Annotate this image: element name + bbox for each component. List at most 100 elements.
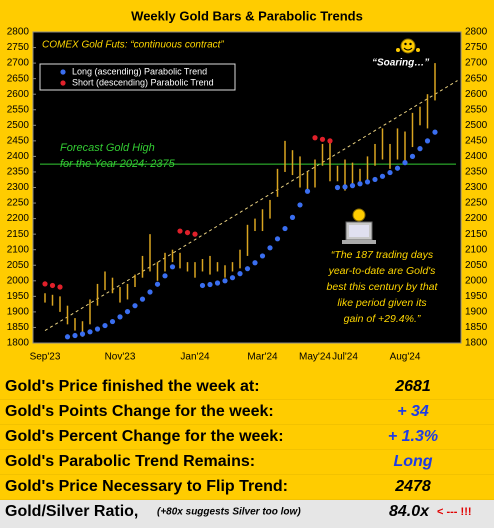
y2-tick-label: 1850: [465, 322, 488, 333]
parabolic-dot: [222, 278, 228, 284]
x-tick-label: Sep'23: [30, 352, 61, 363]
parabolic-dot: [87, 329, 93, 335]
parabolic-dot: [267, 245, 273, 251]
row-value: 2478: [394, 478, 431, 495]
trend-line: [44, 80, 458, 331]
parabolic-dot: [432, 129, 438, 135]
soaring-note: “Soaring…”: [372, 58, 429, 69]
parabolic-dot: [64, 334, 71, 340]
parabolic-dot: [327, 138, 333, 144]
quote-line: like period given its: [337, 297, 427, 309]
legend-box: [39, 63, 236, 91]
y2-tick-label: 2500: [465, 120, 488, 131]
row-value: 2681: [394, 378, 431, 395]
subtitle: COMEX Gold Futs: “continuous contract”: [42, 40, 224, 51]
legend-label: Long (ascending) Parabolic Trend: [72, 66, 207, 76]
row-label: Gold's Parabolic Trend Remains:: [5, 453, 255, 470]
parabolic-dot: [342, 184, 348, 190]
parabolic-dot: [169, 264, 176, 270]
parabolic-dot: [177, 228, 183, 234]
y-tick-label: 1850: [7, 322, 30, 333]
parabolic-dot: [124, 308, 131, 315]
row-label: Gold/Silver Ratio,: [5, 503, 138, 520]
parabolic-dot: [364, 179, 371, 185]
y-tick-label: 2300: [7, 182, 30, 193]
y2-tick-label: 2800: [465, 27, 488, 38]
parabolic-dot: [79, 331, 86, 337]
parabolic-dot: [409, 153, 416, 159]
parabolic-dot: [154, 281, 161, 287]
parabolic-dot: [132, 303, 138, 309]
parabolic-dot: [139, 296, 146, 302]
parabolic-dot: [274, 236, 281, 242]
x-tick-label: May'24: [299, 352, 331, 363]
parabolic-dot: [244, 266, 251, 272]
parabolic-dot: [394, 165, 401, 171]
y-tick-label: 2350: [7, 167, 30, 178]
quote-line: best this century by that: [327, 281, 439, 293]
row-label: Gold's Price finished the week at:: [5, 378, 260, 395]
parabolic-dot: [207, 281, 213, 288]
quote-line: gain of +29.4%.”: [344, 313, 421, 325]
parabolic-dot: [259, 253, 266, 259]
row-label: Gold's Price Necessary to Flip Trend:: [5, 478, 288, 495]
quote-line: year-to-date are Gold's: [328, 265, 437, 277]
parabolic-dot: [297, 202, 303, 208]
row-flag: < --- !!!: [437, 506, 472, 518]
parabolic-dot: [334, 184, 341, 191]
legend-label: Short (descending) Parabolic Trend: [72, 77, 214, 87]
y-tick-label: 2700: [7, 58, 30, 69]
y2-tick-label: 2350: [465, 167, 488, 178]
y2-tick-label: 1800: [465, 338, 488, 349]
y-tick-label: 1950: [7, 291, 30, 302]
legend-marker: [60, 80, 66, 86]
y-tick-label: 2500: [7, 120, 30, 131]
parabolic-dot: [214, 280, 221, 286]
y2-tick-label: 2000: [465, 275, 488, 286]
x-tick-label: Mar'24: [247, 352, 278, 363]
parabolic-dot: [94, 326, 101, 332]
forecast-label: for the Year 2024: 2375: [60, 158, 176, 170]
y2-tick-label: 1900: [465, 307, 488, 318]
y2-tick-label: 1950: [465, 291, 488, 302]
y-tick-label: 2200: [7, 213, 30, 224]
parabolic-dot: [117, 314, 123, 320]
y2-tick-label: 2300: [465, 182, 488, 193]
y-tick-label: 2650: [7, 73, 30, 84]
parabolic-dot: [289, 214, 296, 220]
y-tick-label: 2550: [7, 104, 30, 115]
y2-tick-label: 2200: [465, 213, 488, 224]
smiley-icon: [396, 38, 420, 54]
row-label: Gold's Percent Change for the week:: [5, 428, 284, 445]
row-value: Long: [393, 453, 432, 470]
y-tick-label: 1800: [7, 338, 30, 349]
parabolic-dot: [147, 289, 153, 295]
parabolic-dot: [312, 135, 318, 141]
computer-icon: [342, 208, 376, 244]
parabolic-dot: [229, 275, 236, 281]
parabolic-dot: [109, 318, 116, 325]
parabolic-dot: [252, 260, 258, 266]
row-highlight: [0, 500, 494, 528]
y2-tick-label: 2050: [465, 260, 488, 271]
y2-tick-label: 2250: [465, 198, 488, 209]
parabolic-dot: [72, 332, 78, 339]
parabolic-dot: [357, 181, 363, 187]
x-tick-label: Jul'24: [332, 352, 358, 363]
row-value: + 34: [397, 403, 429, 420]
y2-tick-label: 2150: [465, 229, 488, 240]
y2-tick-label: 2550: [465, 104, 488, 115]
parabolic-dot: [192, 231, 198, 237]
quote-line: “The 187 trading days: [331, 249, 434, 261]
parabolic-dot: [424, 138, 431, 144]
parabolic-dot: [402, 160, 408, 166]
parabolic-dot: [387, 169, 393, 176]
legend-marker: [60, 69, 66, 75]
parabolic-dot: [199, 282, 206, 289]
chart-title: Weekly Gold Bars & Parabolic Trends: [131, 8, 363, 23]
parabolic-dot: [379, 173, 386, 179]
parabolic-dot: [417, 146, 423, 152]
parabolic-dot: [162, 273, 168, 279]
row-value: 84.0x: [389, 503, 430, 520]
